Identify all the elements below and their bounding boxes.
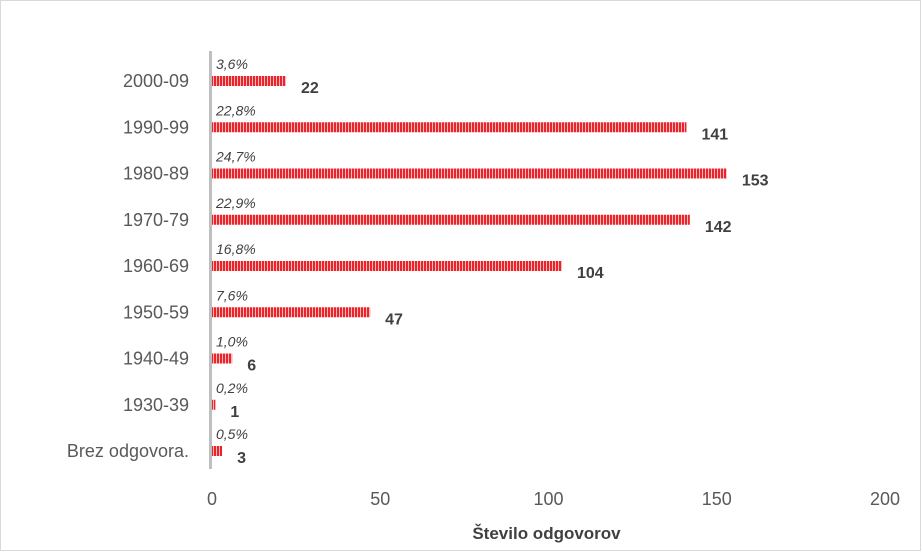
x-tick-label: 50 — [370, 489, 390, 509]
value-label: 141 — [701, 126, 728, 143]
percent-label: 16,8% — [216, 241, 256, 257]
percent-label: 0,2% — [216, 380, 248, 396]
category-label: 1990-99 — [123, 117, 189, 137]
value-label: 3 — [237, 450, 246, 467]
category-label: Brez odgovora. — [67, 441, 189, 461]
value-label: 142 — [705, 219, 732, 236]
bar-9 — [212, 446, 223, 456]
x-tick-label: 150 — [702, 489, 732, 509]
category-label: 2000-09 — [123, 71, 189, 91]
value-label: 6 — [247, 358, 256, 375]
percent-label: 22,8% — [215, 102, 256, 118]
category-label: 1930-39 — [123, 395, 189, 415]
bar-2 — [212, 122, 687, 133]
bar-5 — [212, 261, 562, 271]
value-label: 1 — [230, 404, 239, 421]
bar-6 — [212, 307, 371, 318]
percent-label: 1,0% — [216, 334, 248, 350]
value-label: 47 — [385, 311, 403, 328]
bar-3 — [212, 168, 727, 179]
bar-8 — [212, 399, 216, 410]
value-label: 104 — [577, 265, 604, 282]
category-label: 1940-49 — [123, 349, 189, 369]
value-label: 22 — [301, 80, 319, 97]
bar-7 — [212, 353, 233, 364]
value-label: 153 — [742, 173, 769, 190]
percent-label: 3,6% — [216, 56, 248, 72]
percent-label: 24,7% — [215, 149, 256, 165]
percent-label: 7,6% — [216, 287, 248, 303]
x-axis-title: Število odgovorov — [472, 524, 621, 543]
bar-4 — [212, 214, 690, 225]
category-label: 1960-69 — [123, 256, 189, 276]
category-label: 1980-89 — [123, 164, 189, 184]
x-tick-label: 0 — [207, 489, 217, 509]
category-label: 1950-59 — [123, 302, 189, 322]
x-tick-label: 100 — [533, 489, 563, 509]
percent-label: 22,9% — [215, 195, 256, 211]
bar-1 — [212, 76, 287, 86]
category-label: 1970-79 — [123, 210, 189, 230]
percent-label: 0,5% — [216, 426, 248, 442]
x-tick-label: 200 — [870, 489, 900, 509]
